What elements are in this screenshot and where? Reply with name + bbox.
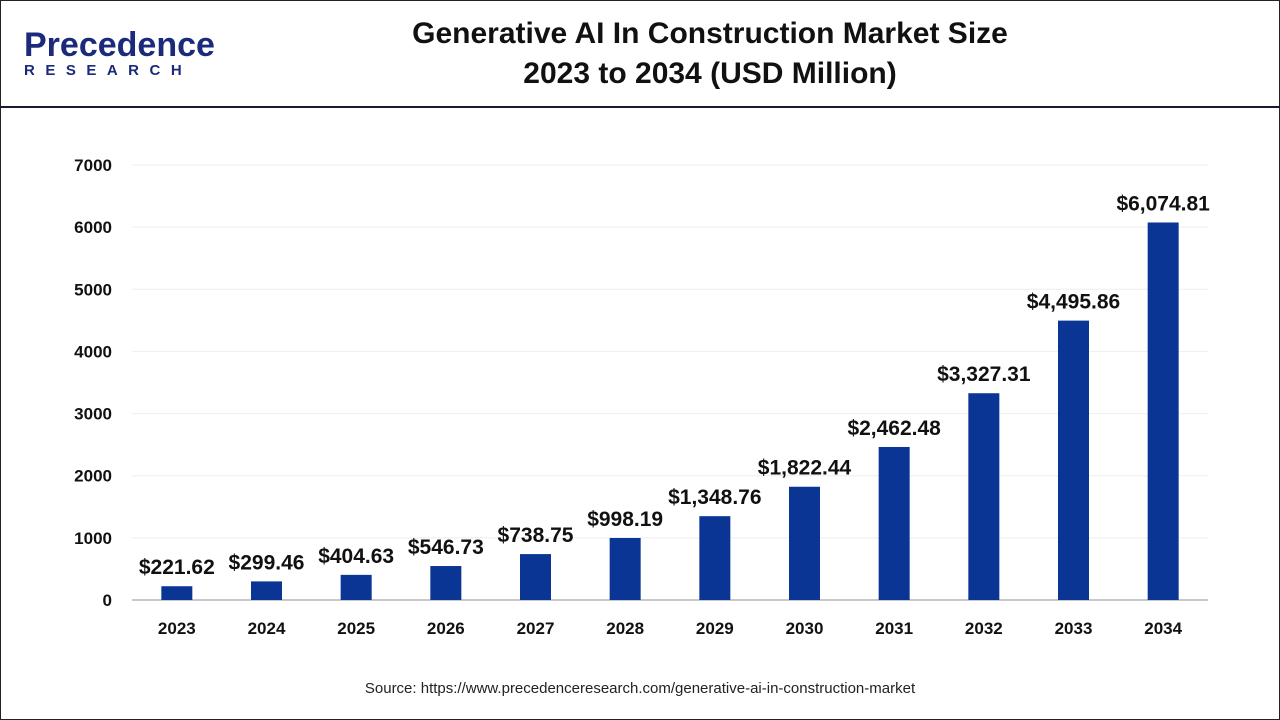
x-tick-label: 2027: [517, 619, 555, 638]
data-label: $4,495.86: [1027, 291, 1120, 314]
bar-2027: [520, 554, 551, 600]
x-tick-label: 2030: [786, 619, 824, 638]
bar-2029: [699, 516, 731, 600]
data-label: $546.73: [408, 536, 484, 559]
precedence-logo: Precedence RESEARCH: [24, 28, 215, 79]
x-tick-label: 2026: [427, 619, 465, 638]
title-line: Generative AI In Construction Market Siz…: [412, 17, 1008, 50]
bar-2034: [1147, 222, 1179, 600]
bar-2025: [340, 574, 372, 600]
data-label: $404.63: [318, 545, 394, 568]
y-tick-label: 1000: [74, 529, 112, 548]
bar-2030: [789, 486, 820, 600]
x-tick-label: 2028: [606, 619, 644, 638]
x-tick-label: 2031: [875, 619, 913, 638]
x-tick-label: 2025: [337, 619, 375, 638]
subtitle-line: 2023 to 2034 (USD Million): [523, 57, 897, 90]
bar-2032: [968, 393, 1000, 600]
data-label: $2,462.48: [847, 417, 941, 440]
data-label: $998.19: [587, 508, 663, 531]
y-tick-label: 0: [103, 591, 112, 610]
y-tick-label: 5000: [74, 280, 112, 299]
x-tick-label: 2024: [248, 619, 286, 638]
bar-2023: [161, 586, 193, 600]
data-label: $738.75: [498, 524, 574, 547]
x-tick-label: 2023: [158, 619, 196, 638]
bar-2033: [1058, 320, 1089, 600]
bar-2024: [251, 581, 282, 600]
data-label: $6,074.81: [1116, 192, 1210, 215]
bar-2028: [609, 537, 641, 600]
data-label: $3,327.31: [937, 363, 1031, 386]
chart-title: Generative AI In Construction Market Siz…: [340, 14, 1080, 94]
header: Precedence RESEARCH Generative AI In Con…: [0, 0, 1280, 108]
data-label: $221.62: [139, 556, 215, 579]
x-tick-label: 2032: [965, 619, 1003, 638]
bar-2031: [878, 446, 910, 600]
y-tick-label: 4000: [74, 342, 112, 361]
y-tick-label: 3000: [74, 405, 112, 424]
bar-2026: [430, 566, 462, 600]
x-tick-label: 2029: [696, 619, 734, 638]
source-note: Source: https://www.precedenceresearch.c…: [364, 680, 916, 697]
y-tick-label: 6000: [74, 218, 112, 237]
data-label: $1,348.76: [668, 486, 761, 509]
x-tick-label: 2033: [1055, 619, 1093, 638]
x-tick-label: 2034: [1144, 619, 1182, 638]
data-label: $1,822.44: [758, 457, 852, 480]
y-tick-label: 2000: [74, 467, 112, 486]
data-label: $299.46: [229, 551, 305, 574]
logo-line2: RESEARCH: [24, 62, 193, 79]
logo-line1: Precedence: [24, 26, 215, 64]
y-tick-label: 7000: [74, 156, 112, 175]
